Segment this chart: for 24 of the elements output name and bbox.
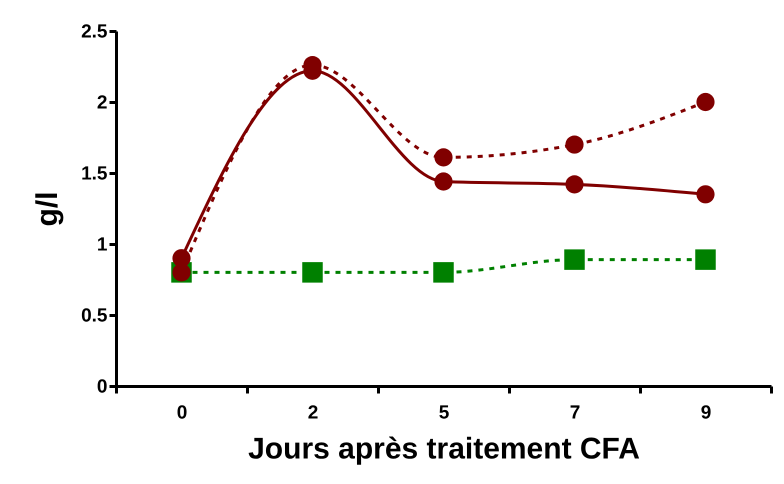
- y-tick-label: 2: [96, 92, 108, 114]
- x-tick-label: 9: [700, 402, 712, 424]
- y-tick-label: 1.5: [81, 164, 108, 184]
- point: [696, 92, 715, 112]
- y-tick-label: 2.5: [81, 22, 108, 42]
- y-axis-title: g/l: [31, 192, 64, 226]
- x-tick-label: 7: [570, 402, 580, 424]
- point: [434, 172, 453, 191]
- point: [172, 249, 191, 268]
- point: [695, 249, 716, 270]
- y-tick-label: 0.5: [81, 306, 108, 326]
- point: [302, 262, 323, 283]
- y-tick-label: 0: [96, 376, 108, 398]
- point: [433, 262, 454, 283]
- point: [565, 136, 584, 154]
- point: [565, 175, 584, 194]
- point: [564, 249, 585, 270]
- y-tick-label: 1: [96, 234, 108, 256]
- point: [434, 148, 453, 166]
- x-tick-label: 2: [308, 402, 318, 424]
- point: [696, 185, 715, 204]
- x-axis-title: Jours après traitement CFA: [248, 432, 640, 466]
- x-tick-label: 5: [438, 402, 450, 424]
- x-tick-label: 0: [176, 402, 188, 424]
